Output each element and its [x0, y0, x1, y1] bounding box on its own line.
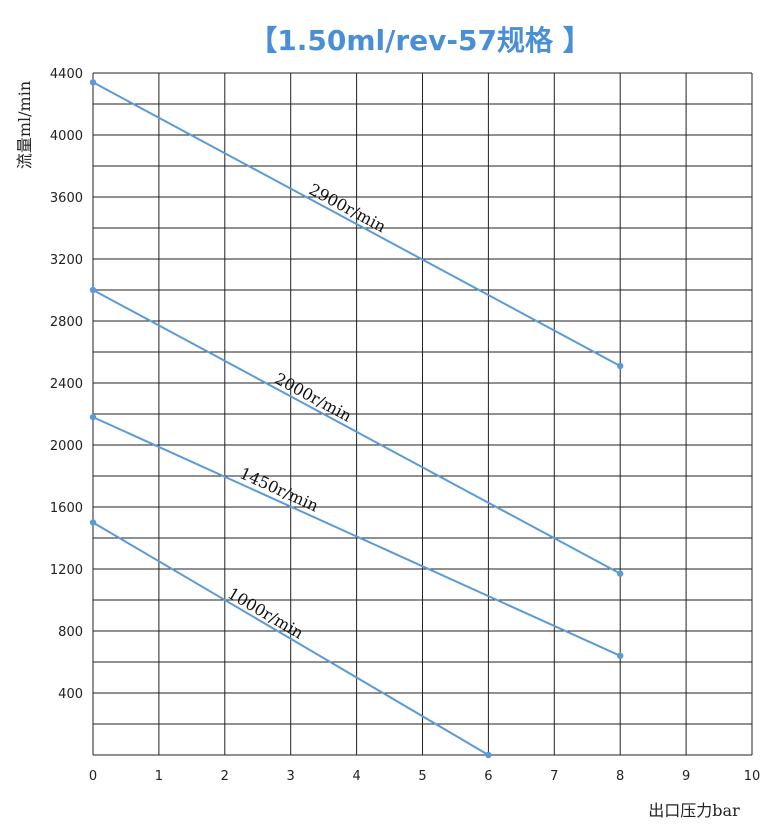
- series-point: [89, 519, 97, 526]
- series-point: [89, 79, 97, 86]
- y-tick-label: 400: [58, 687, 83, 702]
- series-label: 2000r/min: [272, 369, 355, 426]
- y-tick-label: 1600: [50, 501, 83, 516]
- series-line: [92, 416, 621, 657]
- y-tick-label: 3200: [50, 253, 83, 268]
- series-point: [485, 751, 492, 759]
- y-tick-label: 4000: [50, 129, 83, 144]
- x-tick-label: 4: [352, 769, 360, 784]
- y-tick-label: 4400: [50, 67, 83, 82]
- y-tick-label: 3600: [50, 191, 83, 206]
- series-label: 1450r/min: [237, 463, 322, 515]
- x-tick-label: 5: [418, 769, 426, 784]
- y-tick-label: 2000: [50, 439, 83, 454]
- y-axis-ticks: 400 800 1200 1600 2000 2400 2800 3200 3600 4000 44…: [50, 67, 83, 702]
- series-point: [89, 286, 97, 294]
- x-axis-ticks: 0 1 2 3 4 5 6 7 8 9 10: [89, 769, 760, 784]
- y-tick-label: 2800: [50, 315, 83, 330]
- y-tick-label: 1200: [50, 563, 83, 578]
- x-tick-label: 6: [484, 769, 492, 784]
- grid: [92, 72, 753, 756]
- series-line: [92, 289, 621, 575]
- series-point: [617, 652, 624, 659]
- x-tick-label: 7: [550, 769, 558, 784]
- x-tick-label: 0: [89, 769, 97, 784]
- series-line: [92, 521, 489, 756]
- x-tick-label: 8: [616, 769, 624, 784]
- series-label: 1000r/min: [225, 584, 307, 643]
- x-tick-label: 1: [155, 769, 163, 784]
- series-point: [617, 362, 624, 370]
- x-tick-label: 10: [744, 769, 761, 784]
- series-point: [89, 413, 97, 421]
- y-tick-label: 800: [58, 625, 83, 640]
- x-tick-label: 3: [287, 769, 295, 784]
- x-tick-label: 9: [682, 769, 690, 784]
- series-line: [92, 81, 621, 367]
- chart-title: 【1.50ml/rev-57规格 】: [249, 24, 590, 57]
- series-point: [617, 570, 624, 577]
- x-tick-label: 2: [221, 769, 229, 784]
- y-axis-title: 流量ml/min: [15, 81, 34, 169]
- x-axis-title: 出口压力bar: [648, 801, 740, 820]
- y-tick-label: 2400: [50, 377, 83, 392]
